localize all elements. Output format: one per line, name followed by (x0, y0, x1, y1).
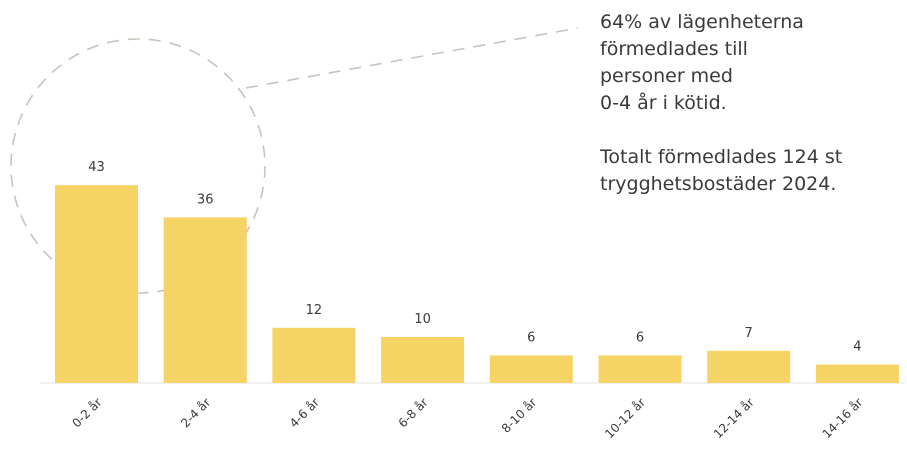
x-tick-label: 6-8 år (396, 395, 431, 430)
bars-group (55, 185, 899, 383)
bar-value-label: 4 (853, 340, 861, 355)
bar-value-label: 7 (745, 326, 753, 341)
annotation-text: 64% av lägenheterna förmedlades till per… (600, 9, 900, 198)
bar (815, 364, 899, 383)
x-tick-label: 10-12 år (602, 395, 648, 441)
bar (381, 337, 465, 383)
annotation-total-line: trygghetsbostäder 2024. (600, 173, 837, 195)
bar (598, 355, 682, 383)
bar (55, 185, 138, 383)
x-tick-label: 0-2 år (69, 395, 104, 430)
bar (163, 217, 247, 383)
annotation-total-line: Totalt förmedlades 124 st (600, 146, 843, 168)
x-tick-labels-group: 0-2 år 2-4 år 4-6 år 6-8 år 8-10 år 10-12 år 1… (69, 395, 865, 441)
bar (707, 350, 791, 383)
bar-value-label: 36 (197, 192, 214, 207)
value-labels-group: 43 36 12 10 6 6 7 4 (88, 160, 861, 354)
bar-value-label: 43 (88, 160, 105, 175)
bar-value-label: 12 (306, 303, 323, 318)
x-tick-label: 2-4 år (178, 395, 213, 430)
bar-value-label: 10 (414, 312, 431, 327)
annotation-line: förmedlades till (600, 38, 748, 60)
annotation-leader-line (245, 27, 579, 89)
annotation-line: 64% av lägenheterna (600, 11, 804, 33)
annotation-line: personer med (600, 65, 733, 87)
bar-value-label: 6 (527, 330, 535, 345)
x-tick-label: 8-10 år (499, 395, 540, 436)
annotation-line: 0-4 år i kötid. (600, 92, 727, 114)
x-tick-label: 4-6 år (287, 395, 322, 430)
x-tick-label: 12-14 år (711, 395, 757, 441)
bar (489, 355, 573, 383)
bar-value-label: 6 (636, 330, 644, 345)
x-tick-label: 14-16 år (820, 395, 866, 441)
bar (272, 327, 356, 383)
